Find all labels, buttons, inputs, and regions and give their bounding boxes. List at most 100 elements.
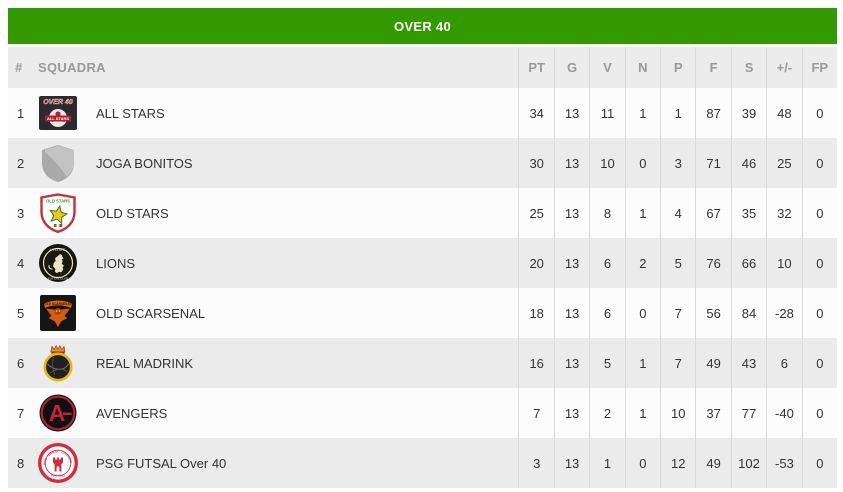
stat-value: 32: [766, 188, 801, 238]
stat-value: 1: [624, 388, 660, 438]
table-row[interactable]: 6 REAL MADRINK 16 13 5 1 7 49 43 6 0: [8, 338, 837, 388]
stat-column-header: F: [695, 47, 730, 88]
stat-value: 25: [766, 138, 801, 188]
league-title: OVER 40: [8, 8, 837, 44]
stat-value: 77: [730, 388, 766, 438]
old-stars-logo: OLD STARS: [38, 188, 88, 238]
stat-value: 13: [553, 438, 589, 488]
stat-value: 0: [801, 388, 837, 438]
stat-value: 87: [695, 88, 730, 138]
stat-value: 2: [589, 388, 624, 438]
stat-value: 7: [518, 388, 553, 438]
stat-value: 46: [730, 138, 766, 188]
stat-value: 0: [801, 188, 837, 238]
stat-value: 7: [660, 338, 695, 388]
stat-value: 13: [553, 338, 589, 388]
stat-value: 37: [695, 388, 730, 438]
svg-text:FUTSAL CLUB: FUTSAL CLUB: [48, 276, 68, 280]
table-row[interactable]: 7 A AVENGERS 7 13 2 1 10 37 77 -40 0: [8, 388, 837, 438]
table-row[interactable]: 4 LIONS FUTSAL CLUB LIONS 20 13 6 2 5 76 66 10 0: [8, 238, 837, 288]
stat-value: 7: [660, 288, 695, 338]
stat-value: 6: [589, 288, 624, 338]
old-scarsenal-logo: OLD SCARSENAL: [38, 288, 88, 338]
stat-value: 2: [624, 238, 660, 288]
stat-value: 84: [730, 288, 766, 338]
stat-value: 1: [624, 338, 660, 388]
stat-value: 30: [518, 138, 553, 188]
stat-value: 13: [553, 238, 589, 288]
svg-text:PSG 2015: PSG 2015: [51, 474, 65, 478]
row-rank: 4: [17, 255, 25, 271]
stat-value: 66: [730, 238, 766, 288]
team-column-header: SQUADRA: [38, 60, 106, 75]
stat-value: 76: [695, 238, 730, 288]
stat-value: 18: [518, 288, 553, 338]
team-name: OLD SCARSENAL: [96, 305, 206, 321]
stat-value: 20: [518, 238, 553, 288]
stat-value: 13: [553, 388, 589, 438]
table-row[interactable]: 3 OLD STARS OLD STARS 25 13 8 1 4 67 35 32 0: [8, 188, 837, 238]
table-header-row: # SQUADRA PT G V N P F S +/- FP: [8, 47, 837, 88]
row-rank: 3: [17, 205, 25, 221]
stat-value: 16: [518, 338, 553, 388]
stat-value: 71: [695, 138, 730, 188]
stat-value: 5: [589, 338, 624, 388]
stat-value: 0: [801, 88, 837, 138]
team-name: ALL STARS: [96, 105, 165, 121]
rank-column-header: #: [15, 60, 23, 75]
stat-value: 35: [730, 188, 766, 238]
stat-value: -53: [766, 438, 801, 488]
stat-value: 4: [660, 188, 695, 238]
team-name: JOGA BONITOS: [96, 155, 193, 171]
stat-value: 67: [695, 188, 730, 238]
stat-value: 12: [660, 438, 695, 488]
svg-text:LIONS: LIONS: [50, 248, 66, 252]
stat-value: 5: [660, 238, 695, 288]
stat-value: 13: [553, 188, 589, 238]
standings-table: OVER 40 # SQUADRA PT G V N P F S +/- FP 1 OVER 4…: [8, 8, 837, 488]
stat-value: -28: [766, 288, 801, 338]
stat-value: 1: [624, 188, 660, 238]
stat-value: 3: [660, 138, 695, 188]
svg-text:OLD SCARSENAL: OLD SCARSENAL: [44, 302, 72, 306]
stat-value: 3: [518, 438, 553, 488]
psg-futsal-logo: PRO · SANTA · GIUSTINA PSG 2015: [38, 438, 88, 488]
stat-column-header: P: [660, 47, 695, 88]
stat-value: 10: [766, 238, 801, 288]
row-rank: 1: [17, 105, 25, 121]
all-stars-logo: OVER 40 ALL STARS: [38, 88, 88, 138]
stat-value: 0: [624, 288, 660, 338]
stat-value: 0: [801, 138, 837, 188]
stat-value: 1: [589, 438, 624, 488]
table-row[interactable]: 8 PRO · SANTA · GIUSTINA PSG 2015 PSG FU…: [8, 438, 837, 488]
svg-text:ALL STARS: ALL STARS: [47, 116, 69, 121]
stat-value: 56: [695, 288, 730, 338]
stat-value: 39: [730, 88, 766, 138]
svg-text:OVER 40: OVER 40: [43, 99, 73, 106]
row-rank: 8: [17, 455, 25, 471]
avengers-logo: A: [38, 388, 88, 438]
stat-column-header: FP: [801, 47, 837, 88]
row-rank: 7: [17, 405, 25, 421]
stat-value: 43: [730, 338, 766, 388]
stat-value: 0: [801, 238, 837, 288]
stat-value: 13: [553, 288, 589, 338]
table-row[interactable]: 5 OLD SCARSENAL OLD SCARSENAL 18 13 6 0 7 56 84…: [8, 288, 837, 338]
team-name: LIONS: [96, 255, 136, 271]
stat-column-header: PT: [518, 47, 553, 88]
stat-value: 13: [553, 138, 589, 188]
table-row[interactable]: 2 JOGA BONITOS 30 13 10 0 3 71 46 25 0: [8, 138, 837, 188]
table-body: 1 OVER 40 ALL STARS ALL STARS 34 13 11 1 1 87 3…: [8, 88, 837, 488]
row-rank: 6: [17, 355, 25, 371]
svg-text:OLD STARS: OLD STARS: [46, 199, 70, 204]
stat-value: 0: [801, 288, 837, 338]
stat-value: 0: [801, 338, 837, 388]
team-name: PSG FUTSAL Over 40: [96, 455, 227, 471]
table-row[interactable]: 1 OVER 40 ALL STARS ALL STARS 34 13 11 1 1 87 3…: [8, 88, 837, 138]
stat-value: 0: [624, 138, 660, 188]
team-name: REAL MADRINK: [96, 355, 194, 371]
stat-value: 48: [766, 88, 801, 138]
stat-value: 25: [518, 188, 553, 238]
stat-value: 102: [730, 438, 766, 488]
joga-bonitos-logo: [38, 138, 88, 188]
